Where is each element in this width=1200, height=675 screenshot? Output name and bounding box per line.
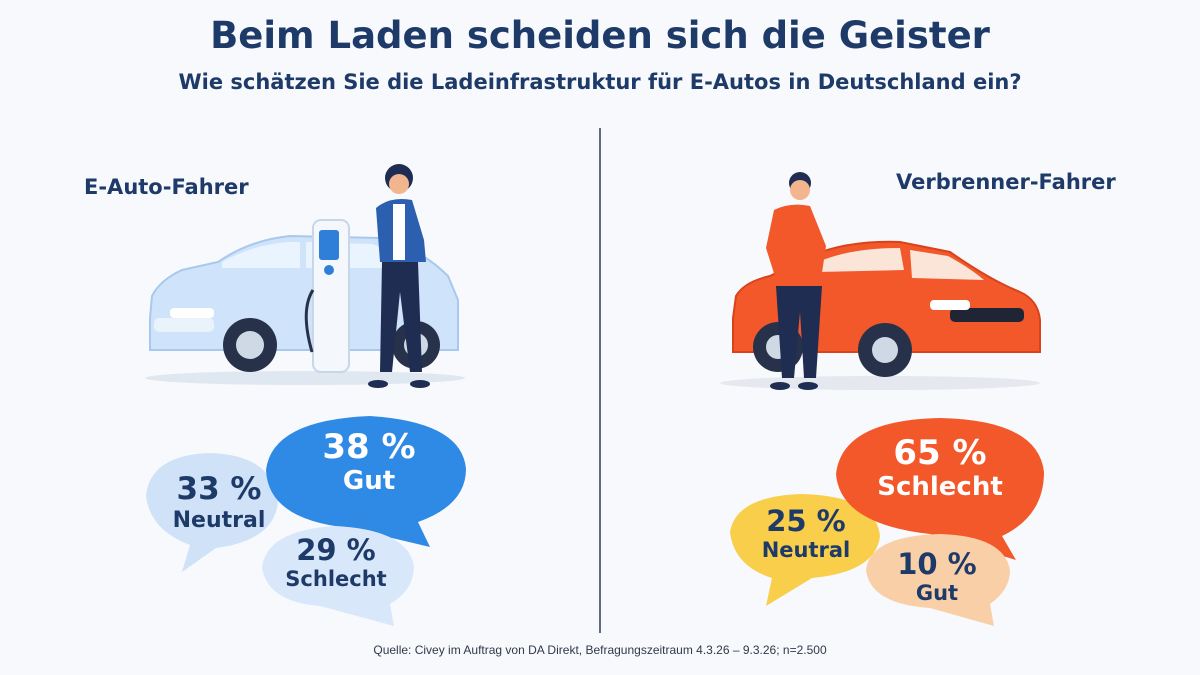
bubble-ev-neutral — [146, 453, 278, 572]
man-figure — [766, 172, 826, 390]
category-label: Gut — [342, 466, 396, 497]
category-label: Neutral — [761, 538, 851, 563]
value-label: 29 % — [296, 533, 376, 567]
woman-figure — [368, 164, 430, 388]
category-label: Gut — [915, 581, 959, 606]
chart-title: Beim Laden scheiden sich die Geister — [210, 14, 990, 57]
group-label-ev: E-Auto-Fahrer — [84, 175, 249, 199]
bubble-combustion-gut — [866, 534, 1010, 626]
category-label: Schlecht — [285, 567, 387, 592]
label-ev-gut: 38 % Gut — [296, 427, 442, 497]
charging-station-icon — [304, 219, 350, 373]
label-ev-neutral: 33 % Neutral — [160, 471, 278, 533]
bubble-combustion-schlecht — [836, 418, 1044, 560]
bubbles-combustion — [730, 418, 1044, 626]
center-divider — [599, 128, 601, 633]
label-combustion-schlecht: 65 % Schlecht — [856, 433, 1024, 503]
value-label: 38 % — [322, 427, 416, 467]
category-label: Schlecht — [877, 472, 1003, 503]
value-label: 65 % — [893, 433, 987, 473]
value-label: 33 % — [176, 471, 262, 507]
label-ev-schlecht: 29 % Schlecht — [270, 533, 402, 592]
value-label: 25 % — [766, 504, 846, 538]
chart-subtitle: Wie schätzen Sie die Ladeinfrastruktur f… — [178, 70, 1022, 94]
bubble-combustion-neutral — [730, 494, 880, 606]
bubble-ev-gut — [266, 416, 466, 547]
bubble-ev-schlecht — [262, 526, 414, 626]
category-label: Neutral — [172, 507, 266, 533]
label-combustion-neutral: 25 % Neutral — [744, 504, 868, 563]
group-label-combustion: Verbrenner-Fahrer — [896, 170, 1116, 194]
label-combustion-gut: 10 % Gut — [876, 547, 998, 606]
bubbles-ev — [146, 416, 466, 626]
value-label: 10 % — [897, 547, 977, 581]
source-note: Quelle: Civey im Auftrag von DA Direkt, … — [373, 643, 827, 657]
